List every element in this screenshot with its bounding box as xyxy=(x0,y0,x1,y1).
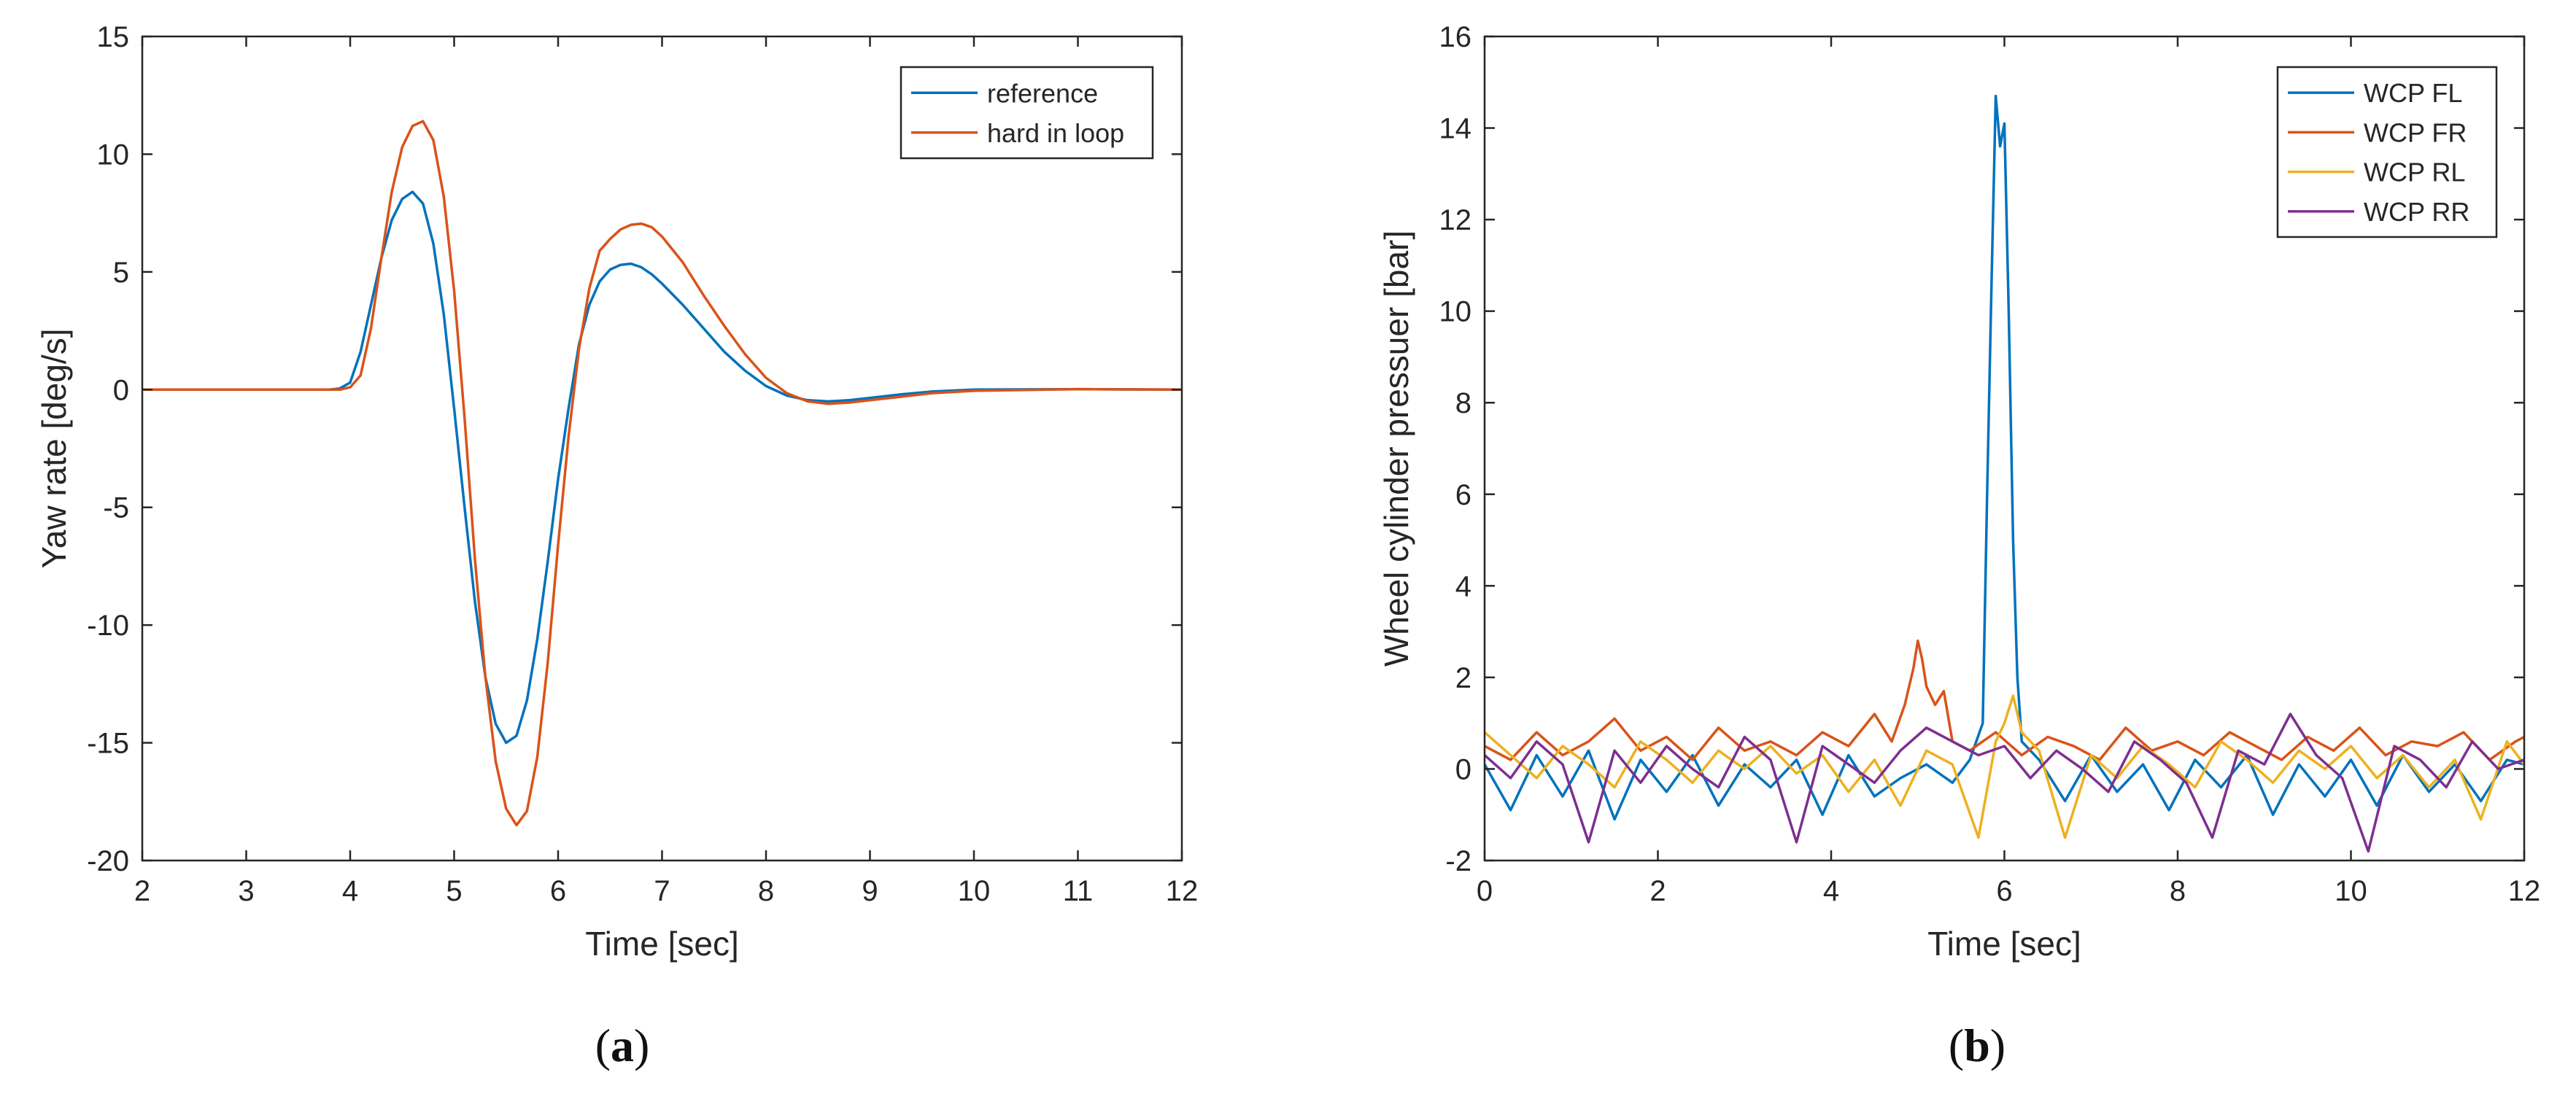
series-line-wcp-rl xyxy=(1485,694,2524,839)
x-tick-label: 4 xyxy=(1823,875,1839,907)
x-tick-label: 9 xyxy=(862,875,878,907)
y-tick-label: 14 xyxy=(1439,113,1472,145)
y-tick-label: 2 xyxy=(1455,662,1471,694)
caption-letter: b xyxy=(1964,1019,1990,1071)
legend: reference hard in loop xyxy=(900,66,1154,160)
legend-box xyxy=(2276,66,2498,238)
y-tick-label: -20 xyxy=(87,845,129,877)
caption-close: ) xyxy=(634,1019,649,1071)
legend: WCP FL WCP FR WCP RL WCP RR xyxy=(2276,66,2498,238)
y-tick-label: -15 xyxy=(87,728,129,760)
x-tick-label: 12 xyxy=(2508,875,2541,907)
y-tick-label: 10 xyxy=(97,139,130,171)
y-tick-label: 5 xyxy=(113,257,129,289)
caption-open: ( xyxy=(595,1019,611,1071)
plot-area xyxy=(142,36,1182,861)
series-line-wcp-rr xyxy=(1485,712,2524,853)
y-tick-label: 8 xyxy=(1455,387,1471,419)
x-tick-label: 7 xyxy=(654,875,670,907)
y-tick-label: -5 xyxy=(103,492,129,524)
y-tick-label: 10 xyxy=(1439,296,1472,328)
y-tick-label: 6 xyxy=(1455,479,1471,511)
panel-caption: (b) xyxy=(1949,1019,2006,1071)
y-tick-label: 12 xyxy=(1439,204,1472,236)
legend-label: reference xyxy=(987,78,1098,108)
chart-a: 2 3 4 5 6 7 8 9 10 11 12 -20 -15 -10 -5 0 5 10 15 Time [sec… xyxy=(35,21,1198,1071)
caption-letter: a xyxy=(611,1019,634,1071)
series-line-hard-in-loop xyxy=(142,120,1182,827)
caption-close: ) xyxy=(1990,1019,2006,1071)
x-tick-label: 6 xyxy=(1996,875,2012,907)
y-tick-label: 0 xyxy=(113,374,129,406)
y-tick-label: -10 xyxy=(87,610,129,642)
legend-label: WCP FR xyxy=(2364,117,2467,147)
x-tick-label: 12 xyxy=(1166,875,1199,907)
x-tick-label: 0 xyxy=(1477,875,1493,907)
x-tick-label: 5 xyxy=(446,875,462,907)
x-tick-label: 11 xyxy=(1063,875,1094,907)
x-tick-label: 10 xyxy=(958,875,991,907)
x-tick-label: 2 xyxy=(134,875,150,907)
caption-open: ( xyxy=(1949,1019,1964,1071)
x-tick-label: 3 xyxy=(238,875,254,907)
x-tick-label: 8 xyxy=(2170,875,2186,907)
y-tick-label: 15 xyxy=(97,21,130,53)
x-tick-label: 2 xyxy=(1649,875,1666,907)
x-axis-label: Time [sec] xyxy=(1927,925,2081,963)
x-tick-label: 10 xyxy=(2335,875,2367,907)
y-tick-label: 0 xyxy=(1455,753,1471,785)
legend-label: WCP RR xyxy=(2364,197,2469,227)
panel-caption: (a) xyxy=(595,1019,650,1071)
x-tick-label: 4 xyxy=(342,875,358,907)
x-axis-label: Time [sec] xyxy=(585,925,738,963)
legend-label: WCP FL xyxy=(2364,78,2462,108)
y-tick-label: 4 xyxy=(1455,570,1471,602)
legend-box xyxy=(900,66,1154,160)
legend-label: WCP RL xyxy=(2364,158,2465,187)
series-line-wcp-fr xyxy=(1485,639,2524,761)
y-tick-label: -2 xyxy=(1445,845,1471,877)
series-line-wcp-fl xyxy=(1485,94,2524,821)
x-tick-label: 6 xyxy=(550,875,566,907)
y-axis-label: Yaw rate [deg/s] xyxy=(35,329,73,569)
y-axis-label: Wheel cylinder pressuer [bar] xyxy=(1377,230,1415,667)
legend-label: hard in loop xyxy=(987,118,1124,148)
x-tick-label: 8 xyxy=(758,875,774,907)
y-tick-label: 16 xyxy=(1439,21,1472,53)
